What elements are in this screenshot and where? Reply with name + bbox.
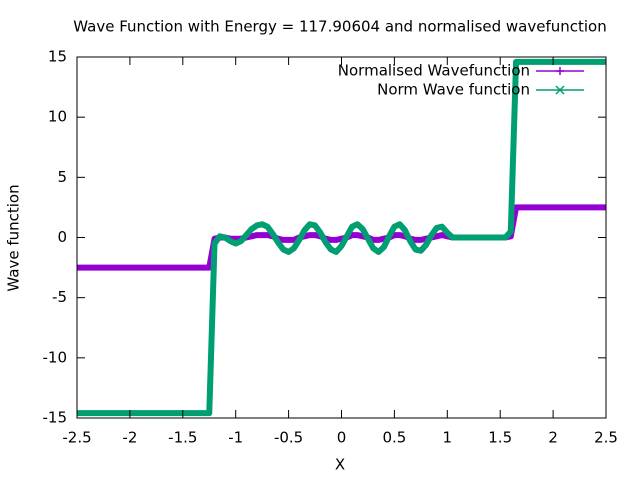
y-tick-label: 0: [57, 228, 67, 246]
legend-label: Norm Wave function: [377, 81, 530, 99]
chart-title: Wave Function with Energy = 117.90604 an…: [73, 18, 607, 36]
x-tick-label: -1: [228, 429, 243, 447]
y-tick-label: -10: [43, 348, 68, 366]
y-tick-label: -5: [52, 288, 67, 306]
x-tick-label: 0: [337, 429, 347, 447]
x-axis-label: X: [335, 456, 345, 474]
y-tick-label: 15: [48, 48, 67, 66]
x-tick-label: -1.5: [168, 429, 197, 447]
y-tick-label: 5: [57, 168, 67, 186]
x-tick-label: 2.5: [594, 429, 618, 447]
x-tick-label: -0.5: [274, 429, 303, 447]
y-axis-label: Wave function: [5, 184, 23, 291]
legend-label: Normalised Wavefunction: [338, 62, 530, 80]
x-tick-label: 1.5: [488, 429, 512, 447]
legend-marker: [555, 85, 565, 95]
series-line: [77, 204, 606, 271]
legend-marker: [556, 67, 564, 75]
series-line: [77, 58, 606, 417]
y-tick-label: -15: [43, 409, 68, 427]
x-tick-label: 0.5: [382, 429, 406, 447]
x-tick-label: 1: [443, 429, 453, 447]
x-tick-label: -2: [122, 429, 137, 447]
x-tick-label: 2: [548, 429, 558, 447]
y-tick-label: 10: [48, 108, 67, 126]
x-tick-label: -2.5: [62, 429, 91, 447]
plot-area: [77, 58, 606, 417]
